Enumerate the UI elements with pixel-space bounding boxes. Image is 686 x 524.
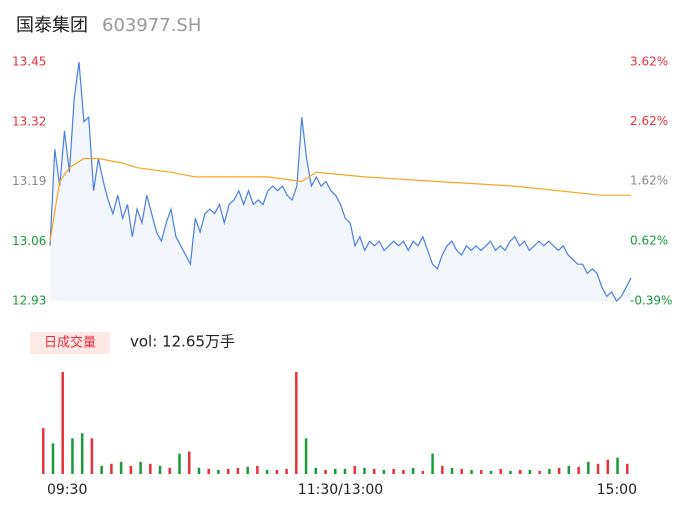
- volume-bar: [304, 438, 308, 474]
- y-tick-label: 12.93: [12, 294, 46, 308]
- volume-bar: [392, 468, 395, 474]
- y-tick-label: 13.19: [12, 174, 46, 188]
- volume-bar: [236, 467, 240, 474]
- volume-bar: [548, 468, 551, 474]
- volume-bar: [178, 453, 181, 474]
- volume-bar: [207, 468, 210, 474]
- volume-bar: [217, 469, 220, 474]
- volume-bar: [100, 465, 103, 474]
- volume-bar: [616, 457, 619, 474]
- volume-bar: [421, 470, 425, 474]
- volume-bar: [441, 465, 444, 474]
- volume-bar: [557, 467, 561, 474]
- volume-bar: [577, 466, 580, 474]
- volume-bar: [509, 470, 512, 474]
- price-line: [49, 157, 631, 242]
- volume-label: 日成交量: [44, 335, 96, 351]
- y-tick-label: 13.45: [12, 55, 46, 69]
- volume-bar: [314, 467, 318, 474]
- volume-bar: [129, 465, 133, 474]
- volume-bar: [265, 469, 269, 474]
- x-tick-label: 09:30: [47, 482, 87, 498]
- volume-bar: [61, 372, 64, 474]
- volume-bar: [489, 470, 493, 474]
- volume-bar: [382, 469, 386, 474]
- volume-bar: [42, 428, 45, 474]
- y-tick-label: 13.06: [12, 234, 46, 248]
- volume-bar: [334, 468, 337, 474]
- volume-bar: [499, 468, 502, 474]
- volume-bar: [518, 469, 522, 474]
- volume-label-box: [30, 332, 110, 354]
- volume-bar: [188, 451, 191, 474]
- volume-bar: [480, 469, 483, 474]
- x-tick-label: 11:30/13:00: [298, 482, 383, 498]
- volume-bar: [343, 468, 347, 474]
- volume-bar: [295, 372, 298, 474]
- volume-bar: [587, 461, 590, 474]
- volume-bar: [139, 461, 142, 474]
- stock-code: 603977.SH: [102, 15, 201, 36]
- price-line: [49, 61, 632, 302]
- volume-bar: [197, 467, 201, 474]
- volume-bar: [51, 443, 55, 474]
- volume-bar: [353, 465, 356, 474]
- volume-summary: vol: 12.65万手: [130, 333, 235, 351]
- volume-bar: [275, 469, 279, 474]
- volume-bar: [538, 470, 541, 474]
- volume-bar: [119, 461, 123, 474]
- volume-bar: [71, 438, 74, 474]
- y2-tick-label: 0.62%: [630, 233, 668, 247]
- x-tick-label: 15:00: [597, 482, 637, 498]
- volume-bar: [402, 469, 405, 474]
- y2-tick-label: 2.62%: [630, 114, 668, 128]
- volume-bar: [90, 438, 94, 474]
- volume-bar: [528, 469, 532, 474]
- y2-tick-label: -0.39%: [630, 294, 672, 308]
- volume-bar: [80, 433, 84, 474]
- volume-bar: [168, 467, 172, 474]
- volume-bar: [606, 459, 610, 474]
- price-area: [50, 62, 631, 301]
- volume-bar: [285, 468, 288, 474]
- volume-bar: [256, 465, 259, 474]
- volume-bar: [110, 463, 113, 474]
- volume-bar: [158, 465, 162, 474]
- volume-bar: [411, 467, 415, 474]
- volume-bar: [372, 468, 376, 474]
- volume-bar: [596, 463, 600, 474]
- volume-bar: [363, 467, 366, 474]
- volume-bar: [567, 465, 571, 474]
- y2-tick-label: 3.62%: [630, 55, 668, 69]
- volume-bar: [246, 466, 249, 474]
- volume-bar: [226, 468, 230, 474]
- volume-bar: [460, 468, 464, 474]
- volume-bar: [431, 453, 434, 474]
- y2-tick-label: 1.62%: [630, 174, 668, 188]
- y-tick-label: 13.32: [12, 114, 46, 128]
- stock-name: 国泰集团: [16, 15, 88, 36]
- volume-bar: [470, 469, 473, 474]
- volume-bar: [324, 469, 327, 474]
- volume-bar: [149, 463, 152, 474]
- volume-bar: [626, 463, 629, 474]
- volume-bar: [450, 467, 454, 474]
